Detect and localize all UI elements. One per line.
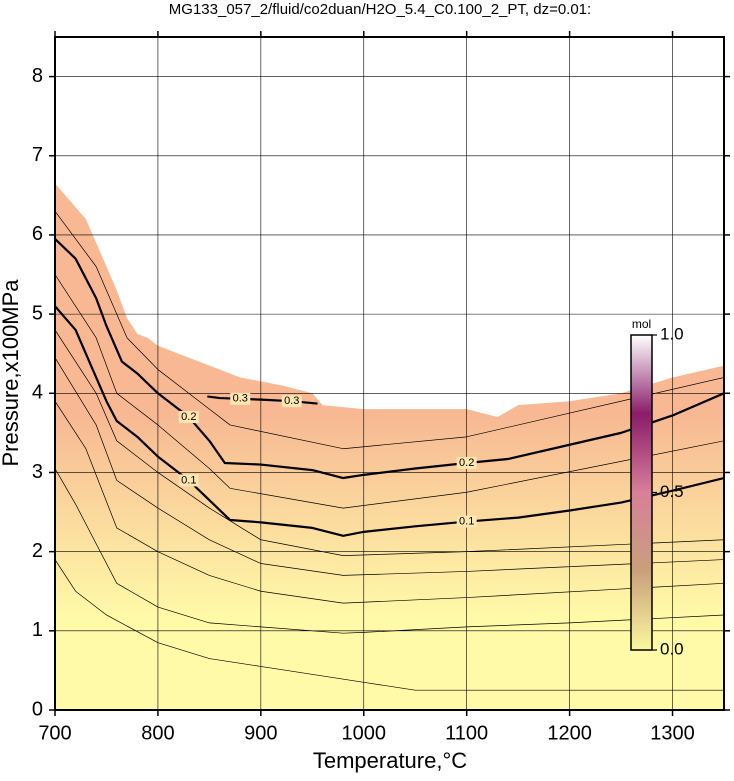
contour-label-bg bbox=[281, 395, 302, 408]
y-tick-label: 5 bbox=[32, 302, 43, 324]
contour-label-bg bbox=[178, 411, 199, 424]
contour-label: 0.1 bbox=[459, 515, 474, 527]
contour-label-bg bbox=[456, 515, 477, 528]
x-tick-label: 700 bbox=[38, 722, 71, 744]
x-tick-label: 1200 bbox=[547, 722, 592, 744]
colorbar-tick-label: 1.0 bbox=[660, 324, 684, 343]
contour-line bbox=[55, 559, 724, 691]
contour-label-bg bbox=[456, 456, 477, 469]
chart-title: MG133_057_2/fluid/co2duan/H2O_5.4_C0.100… bbox=[169, 1, 591, 18]
contour-line-labeled bbox=[55, 305, 724, 537]
contour-label: 0.2 bbox=[459, 457, 474, 469]
contour-line bbox=[55, 210, 724, 450]
colorbar-tick-label: 0.5 bbox=[660, 482, 684, 501]
colorbar-tick-label: 0.0 bbox=[660, 639, 684, 658]
contour-label: 0.3 bbox=[284, 395, 299, 407]
y-tick-label: 4 bbox=[32, 382, 43, 404]
data-region bbox=[55, 183, 724, 710]
contour-line bbox=[55, 274, 724, 509]
y-axis-label: Pressure,x100MPa bbox=[0, 279, 23, 467]
y-tick-label: 3 bbox=[32, 461, 43, 483]
x-axis-label: Temperature,°C bbox=[313, 748, 467, 773]
contour-line bbox=[55, 357, 724, 576]
contour-label-bg bbox=[230, 392, 251, 405]
y-tick-label: 2 bbox=[32, 540, 43, 562]
contour-line bbox=[55, 329, 724, 556]
x-tick-label: 1000 bbox=[342, 722, 387, 744]
plot-frame bbox=[54, 36, 725, 711]
colorbar-label: mol bbox=[632, 317, 651, 331]
contour-line bbox=[55, 468, 724, 634]
y-tick-label: 7 bbox=[32, 144, 43, 166]
contour-label: 0.3 bbox=[233, 393, 248, 405]
contour-label: 0.2 bbox=[181, 411, 196, 423]
y-tick-label: 8 bbox=[32, 65, 43, 87]
y-tick-label: 0 bbox=[32, 698, 43, 720]
y-tick-label: 1 bbox=[32, 619, 43, 641]
plot-area: 0.1 0.1 0.2 0.2 0.3 0.3 bbox=[55, 37, 724, 710]
x-tick-label: 1100 bbox=[445, 722, 488, 744]
x-tick-label: 1300 bbox=[650, 722, 695, 744]
x-tick-label: 900 bbox=[244, 722, 277, 744]
y-tick-label: 6 bbox=[32, 223, 43, 245]
x-tick-label: 800 bbox=[141, 722, 174, 744]
colorbar bbox=[630, 334, 653, 651]
contour-label-bg bbox=[178, 474, 199, 487]
contour-line bbox=[55, 401, 724, 604]
contour-label: 0.1 bbox=[181, 474, 196, 486]
contour-line-labeled bbox=[55, 238, 724, 480]
